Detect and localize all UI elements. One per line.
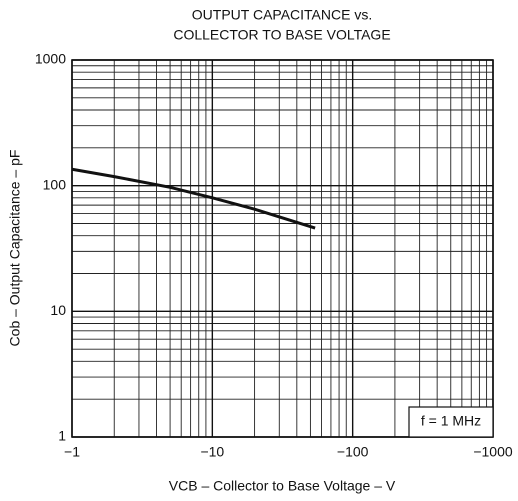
y-tick-label: 1000 bbox=[35, 51, 66, 67]
x-axis-label: VCB – Collector to Base Voltage – V bbox=[169, 478, 396, 494]
data-line bbox=[71, 167, 316, 230]
chart-title: COLLECTOR TO BASE VOLTAGE bbox=[173, 27, 390, 43]
y-tick-label: 10 bbox=[50, 302, 66, 318]
annotation-box bbox=[408, 406, 494, 438]
x-tick-label: −10 bbox=[200, 444, 224, 460]
annotation: f = 1 MHz bbox=[421, 413, 481, 429]
chart-title: OUTPUT CAPACITANCE vs. bbox=[192, 7, 372, 23]
y-axis-label: Cob – Output Capacitance – pF bbox=[7, 150, 23, 347]
x-tick-label: −100 bbox=[337, 444, 369, 460]
x-tick-label: −1000 bbox=[473, 444, 513, 460]
y-tick-label: 1 bbox=[58, 428, 66, 444]
x-tick-label: −1 bbox=[64, 444, 80, 460]
y-tick-label: 100 bbox=[43, 176, 67, 192]
plot-frame bbox=[71, 59, 494, 438]
